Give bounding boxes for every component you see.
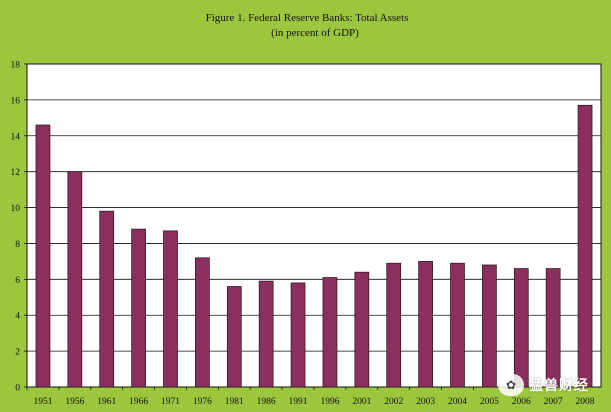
y-tick-label: 14 bbox=[11, 132, 21, 142]
bar-1961 bbox=[99, 210, 115, 388]
bar-1951 bbox=[35, 124, 51, 388]
bar-2003 bbox=[418, 261, 433, 388]
bar-2008 bbox=[577, 104, 593, 388]
x-tick-label: 1981 bbox=[225, 397, 244, 407]
x-tick-label: 2004 bbox=[448, 397, 467, 407]
x-tick-label: 1976 bbox=[193, 397, 212, 407]
x-tick-label: 1986 bbox=[257, 397, 276, 407]
y-tick-label: 8 bbox=[15, 240, 20, 250]
bar-1956 bbox=[67, 171, 83, 388]
y-axis-ticks: 0 2 4 6 8 10 12 14 16 18 bbox=[11, 61, 27, 394]
x-tick-label: 1991 bbox=[289, 397, 308, 407]
chart-title: Figure 1. Federal Reserve Banks: Total A… bbox=[206, 12, 409, 24]
x-tick-label: 2002 bbox=[384, 397, 403, 407]
x-tick-label: 1971 bbox=[161, 397, 180, 407]
plot-area bbox=[26, 63, 602, 388]
bar-1996 bbox=[322, 277, 338, 388]
bar-1991 bbox=[290, 282, 306, 388]
y-tick-label: 0 bbox=[15, 384, 20, 394]
x-tick-label: 2007 bbox=[544, 397, 563, 407]
watermark-text: 猛兽财经 bbox=[529, 378, 589, 394]
bar-2007 bbox=[545, 268, 561, 388]
wechat-icon: ✿ bbox=[498, 374, 524, 396]
bars bbox=[35, 104, 593, 388]
y-tick-label: 10 bbox=[11, 204, 21, 214]
y-tick-label: 16 bbox=[11, 96, 21, 106]
x-tick-label: 2006 bbox=[512, 397, 531, 407]
y-tick-label: 18 bbox=[11, 61, 21, 71]
y-tick-label: 6 bbox=[15, 276, 20, 286]
x-tick-label: 2005 bbox=[480, 397, 499, 407]
x-tick-label: 1956 bbox=[65, 397, 84, 407]
watermark: ✿ 猛兽财经 bbox=[498, 370, 606, 400]
x-tick-label: 1966 bbox=[129, 397, 148, 407]
bar-1981 bbox=[226, 286, 242, 388]
bar-2001 bbox=[354, 271, 370, 388]
x-tick-label: 1961 bbox=[97, 397, 116, 407]
bar-2002 bbox=[386, 262, 402, 388]
bar-2005 bbox=[482, 264, 497, 388]
bar-2004 bbox=[450, 262, 465, 388]
x-tick-label: 1951 bbox=[33, 397, 52, 407]
y-tick-label: 12 bbox=[11, 168, 21, 178]
x-tick-label: 2001 bbox=[352, 397, 371, 407]
bar-1971 bbox=[163, 230, 178, 388]
bar-1976 bbox=[195, 257, 210, 388]
y-tick-label: 4 bbox=[15, 312, 20, 322]
x-axis-ticks: 1951 1956 1961 1966 1971 1976 1981 1986 1991 1996… bbox=[26, 387, 595, 407]
x-tick-label: 1996 bbox=[320, 397, 339, 407]
x-tick-label: 2003 bbox=[416, 397, 435, 407]
chart-subtitle: (in percent of GDP) bbox=[271, 27, 359, 39]
y-tick-label: 2 bbox=[15, 348, 20, 358]
grid-lines bbox=[27, 99, 601, 352]
bar-1986 bbox=[258, 280, 274, 388]
x-tick-label: 2008 bbox=[576, 397, 595, 407]
bar-1966 bbox=[131, 228, 146, 388]
